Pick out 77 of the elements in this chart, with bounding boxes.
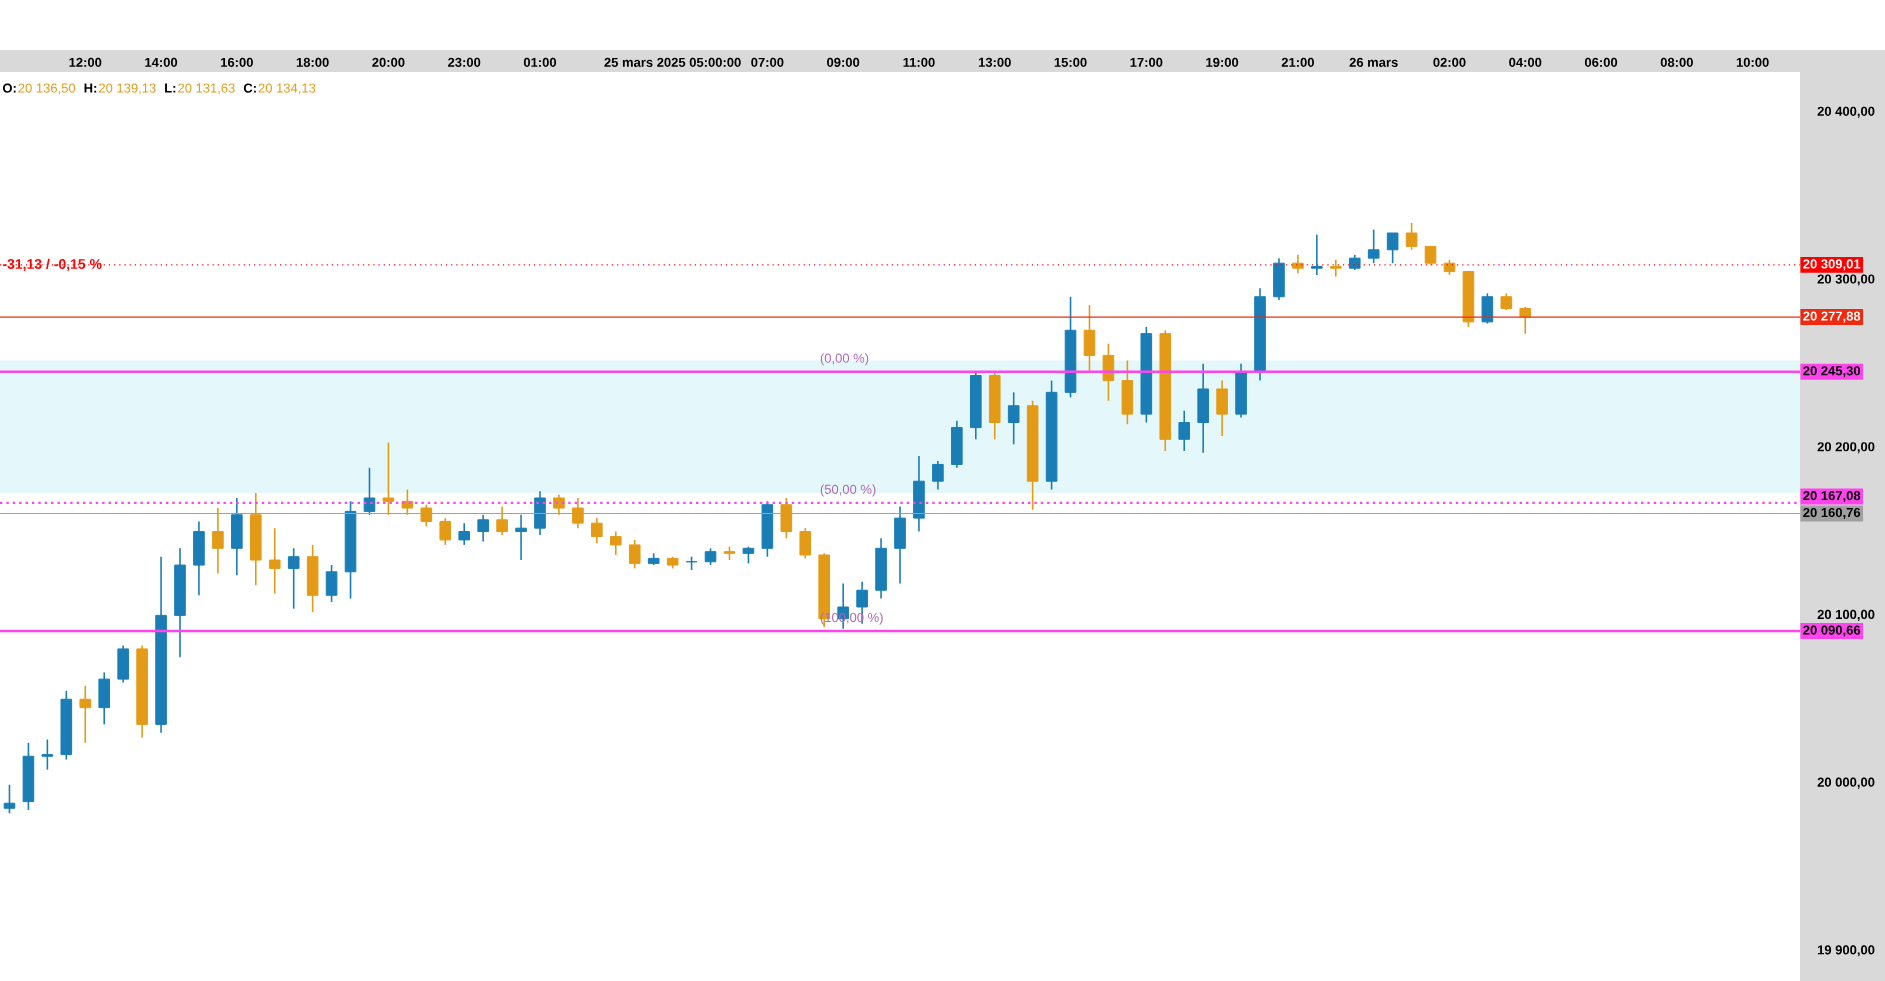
candlestick — [41, 738, 54, 771]
x-tick-label: 01:00 — [523, 57, 557, 67]
annotation: 20 136,50 — [18, 83, 76, 95]
candlestick — [799, 527, 812, 560]
candlestick — [609, 530, 622, 556]
annotation: L: — [165, 83, 176, 93]
x-tick-label: 07:00 — [751, 57, 784, 67]
x-tick-label: 04:00 — [1509, 57, 1542, 67]
x-tick-label: 10:00 — [1736, 57, 1769, 67]
candlestick — [212, 507, 224, 575]
x-tick-label: 12:00 — [69, 57, 102, 67]
ref-line-label: 20 309,01 — [1803, 259, 1861, 271]
candlestick — [572, 497, 584, 529]
annotation: (0,00 %) — [820, 353, 869, 366]
candlestick — [325, 564, 338, 603]
x-tick-label: 18:00 — [296, 57, 329, 67]
x-tick-label: 06:00 — [1584, 57, 1618, 67]
y-tick-label: 20 300,00 — [1817, 274, 1875, 286]
ref-line-label: 20 277,88 — [1803, 311, 1861, 323]
annotation: 20 134,13 — [258, 83, 316, 95]
candlestick — [1386, 232, 1399, 264]
candlestick — [496, 505, 508, 536]
candlestick — [1367, 228, 1380, 264]
ref-line-label: 20 090,66 — [1803, 625, 1861, 637]
annotation: -31,13 / -0,15 % — [2, 258, 102, 271]
candlestick — [591, 517, 603, 545]
x-tick-label: 25 mars 2025 05:00:00 — [604, 57, 741, 67]
x-tick-label: 11:00 — [903, 57, 935, 67]
candlestick — [363, 467, 376, 516]
ref-line-label: 20 160,76 — [1803, 507, 1861, 520]
candlestick — [477, 513, 489, 543]
candlestick — [1311, 233, 1323, 276]
candlestick — [1405, 222, 1418, 251]
x-tick-label: 23:00 — [448, 57, 481, 67]
x-tick-label: 09:00 — [827, 57, 860, 67]
y-tick-label: 19 900,00 — [1817, 945, 1875, 957]
annotation: 20 131,63 — [178, 83, 235, 95]
candlestick — [932, 460, 944, 491]
candlestick — [628, 539, 641, 570]
candlestick — [515, 513, 527, 561]
candlestick — [420, 503, 433, 528]
x-tick-label: 08:00 — [1660, 57, 1693, 67]
ref-line-label: 20 167,08 — [1803, 491, 1861, 503]
candlestick — [1424, 245, 1437, 266]
annotation: 20 139,13 — [99, 83, 156, 95]
candlestick — [1292, 254, 1304, 275]
y-tick-label: 20 200,00 — [1817, 442, 1875, 454]
annotation: C: — [243, 83, 256, 93]
candlestick — [287, 547, 300, 610]
x-tick-label: 26 mars — [1349, 57, 1398, 67]
y-tick-label: 20 000,00 — [1817, 777, 1875, 789]
y-tick-label: 20 400,00 — [1817, 106, 1875, 118]
x-tick-label: 15:00 — [1054, 57, 1087, 67]
ref-line-label: 20 245,30 — [1803, 366, 1861, 378]
candlestick — [1329, 259, 1342, 278]
x-tick-label: 14:00 — [145, 57, 178, 67]
x-tick-label: 21:00 — [1281, 57, 1314, 67]
x-tick-label: 17:00 — [1130, 57, 1163, 67]
x-tick-label: 02:00 — [1433, 57, 1466, 67]
candlestick — [401, 488, 414, 516]
candlestick — [439, 517, 452, 546]
y-tick-label: 20 100,00 — [1817, 609, 1875, 621]
candlestick — [1178, 409, 1191, 452]
annotation: H: — [84, 83, 97, 93]
x-tick-label: 20:00 — [372, 57, 405, 67]
candlestick — [3, 783, 16, 815]
candlestick — [382, 441, 395, 516]
candlestick — [458, 522, 471, 546]
candlestick — [79, 685, 92, 744]
candlestick — [1007, 391, 1020, 446]
annotation: (50,00 %) — [820, 484, 876, 497]
annotation: O: — [2, 83, 16, 93]
candlestick — [268, 527, 281, 595]
x-tick-label: 16:00 — [221, 57, 253, 67]
candlestick — [553, 493, 565, 516]
x-tick-label: 13:00 — [978, 57, 1011, 67]
x-tick-label: 19:00 — [1206, 57, 1239, 67]
